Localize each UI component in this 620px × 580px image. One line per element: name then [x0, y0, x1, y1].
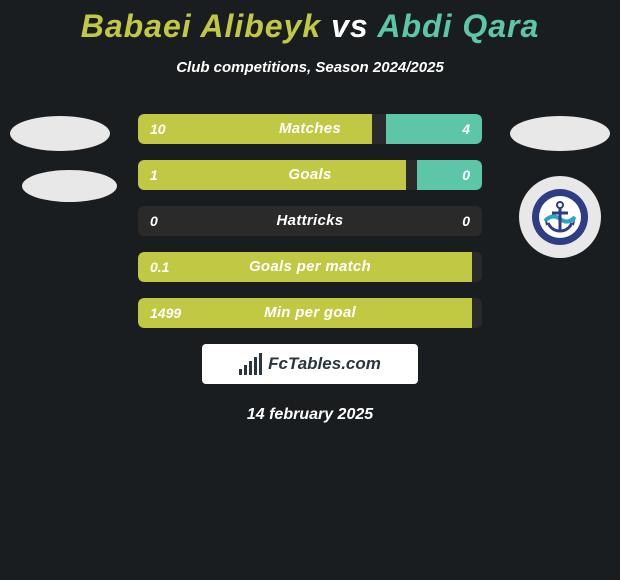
date: 14 february 2025 [10, 406, 610, 424]
stat-label: Matches [138, 114, 482, 144]
stat-label: Goals per match [138, 252, 482, 282]
stat-row: 0.1Goals per match [138, 252, 482, 282]
logo-text: FcTables.com [268, 354, 381, 374]
stat-row: 104Matches [138, 114, 482, 144]
player1-club-badge [22, 170, 117, 202]
fctables-logo: FcTables.com [202, 344, 418, 384]
player1-name: Babaei Alibeyk [81, 8, 321, 44]
player2-club-badge [519, 176, 601, 258]
player2-name: Abdi Qara [377, 8, 539, 44]
vs-text: vs [331, 8, 369, 44]
stat-bars: 104Matches 10Goals 00Hattricks 0.1Goals per… [138, 114, 482, 328]
stat-label: Goals [138, 160, 482, 190]
anchor-badge-icon [530, 187, 590, 247]
subtitle: Club competitions, Season 2024/2025 [0, 59, 620, 76]
comparison-content: 104Matches 10Goals 00Hattricks 0.1Goals per… [0, 114, 620, 424]
page-title: Babaei Alibeyk vs Abdi Qara [0, 0, 620, 45]
chart-icon [239, 353, 262, 375]
stat-row: 00Hattricks [138, 206, 482, 236]
player2-avatar [510, 116, 610, 151]
player1-avatar [10, 116, 110, 151]
stat-label: Min per goal [138, 298, 482, 328]
stat-row: 1499Min per goal [138, 298, 482, 328]
stat-label: Hattricks [138, 206, 482, 236]
stat-row: 10Goals [138, 160, 482, 190]
